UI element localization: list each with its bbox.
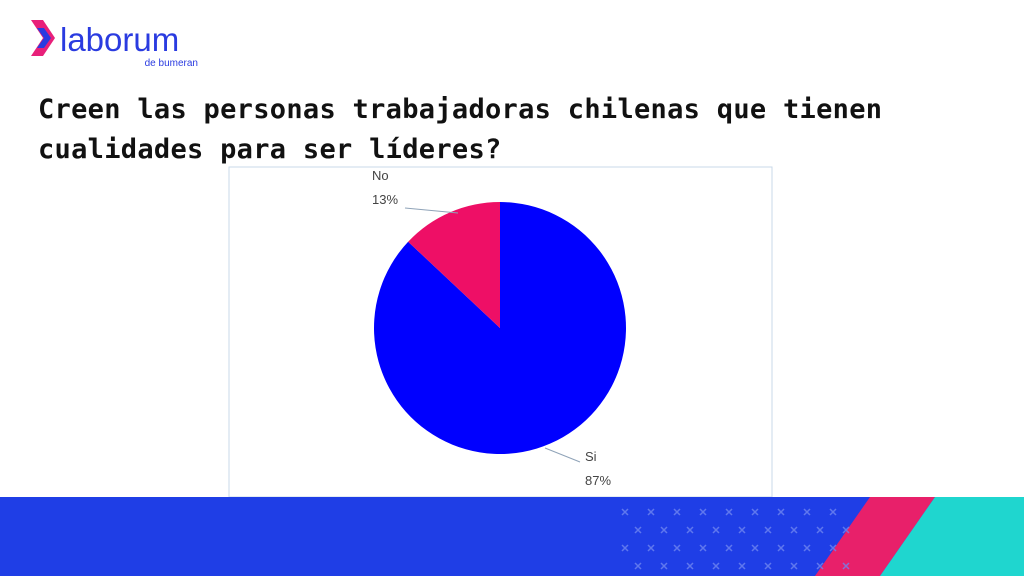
banner-cross	[803, 508, 811, 516]
pie-slice	[374, 202, 627, 454]
banner-stripe-pink	[815, 497, 935, 576]
banner-cross	[829, 508, 837, 516]
logo-tagline: de bumeran	[145, 58, 198, 69]
banner-cross	[764, 562, 772, 570]
banner-cross	[621, 508, 629, 516]
slice-value-label: 13%	[372, 192, 398, 207]
banner-cross	[816, 562, 824, 570]
banner-cross	[673, 508, 681, 516]
slice-category: No	[372, 168, 389, 183]
banner-cross	[777, 544, 785, 552]
banner-cross	[673, 544, 681, 552]
banner-cross	[777, 508, 785, 516]
banner-cross	[738, 526, 746, 534]
slice-category: Si	[585, 449, 597, 464]
banner-cross	[686, 562, 694, 570]
pie: Si 87% No 13%	[372, 168, 627, 488]
logo-name: laborum	[60, 21, 179, 58]
banner-cross	[634, 562, 642, 570]
banner-cross	[751, 508, 759, 516]
logo: laborum de bumeran	[31, 20, 198, 69]
banner-cross	[699, 544, 707, 552]
banner-cross	[842, 562, 850, 570]
banner-cross	[660, 526, 668, 534]
slide-title: Creen las personas trabajadoras chilenas…	[38, 94, 882, 165]
banner-cross	[751, 544, 759, 552]
logo-mark	[31, 20, 55, 56]
banner-cross	[842, 526, 850, 534]
banner-cross	[738, 562, 746, 570]
banner	[0, 497, 1024, 576]
banner-cross	[829, 544, 837, 552]
banner-cross	[686, 526, 694, 534]
banner-cross	[816, 526, 824, 534]
banner-cross	[790, 562, 798, 570]
banner-cross	[699, 508, 707, 516]
banner-cross	[725, 544, 733, 552]
banner-stripe-cyan	[880, 497, 1024, 576]
banner-cross	[790, 526, 798, 534]
banner-cross	[647, 544, 655, 552]
slice-value-label: 87%	[585, 473, 611, 488]
logo-mark-inner	[37, 28, 51, 48]
banner-cross	[725, 508, 733, 516]
pie-slice	[408, 202, 500, 328]
banner-cross	[803, 544, 811, 552]
banner-cross	[712, 526, 720, 534]
leader-line	[404, 207, 459, 214]
banner-cross	[660, 562, 668, 570]
banner-cross	[634, 526, 642, 534]
leader-line	[544, 447, 581, 463]
banner-cross	[647, 508, 655, 516]
banner-cross	[764, 526, 772, 534]
banner-cross	[621, 544, 629, 552]
banner-cross	[712, 562, 720, 570]
